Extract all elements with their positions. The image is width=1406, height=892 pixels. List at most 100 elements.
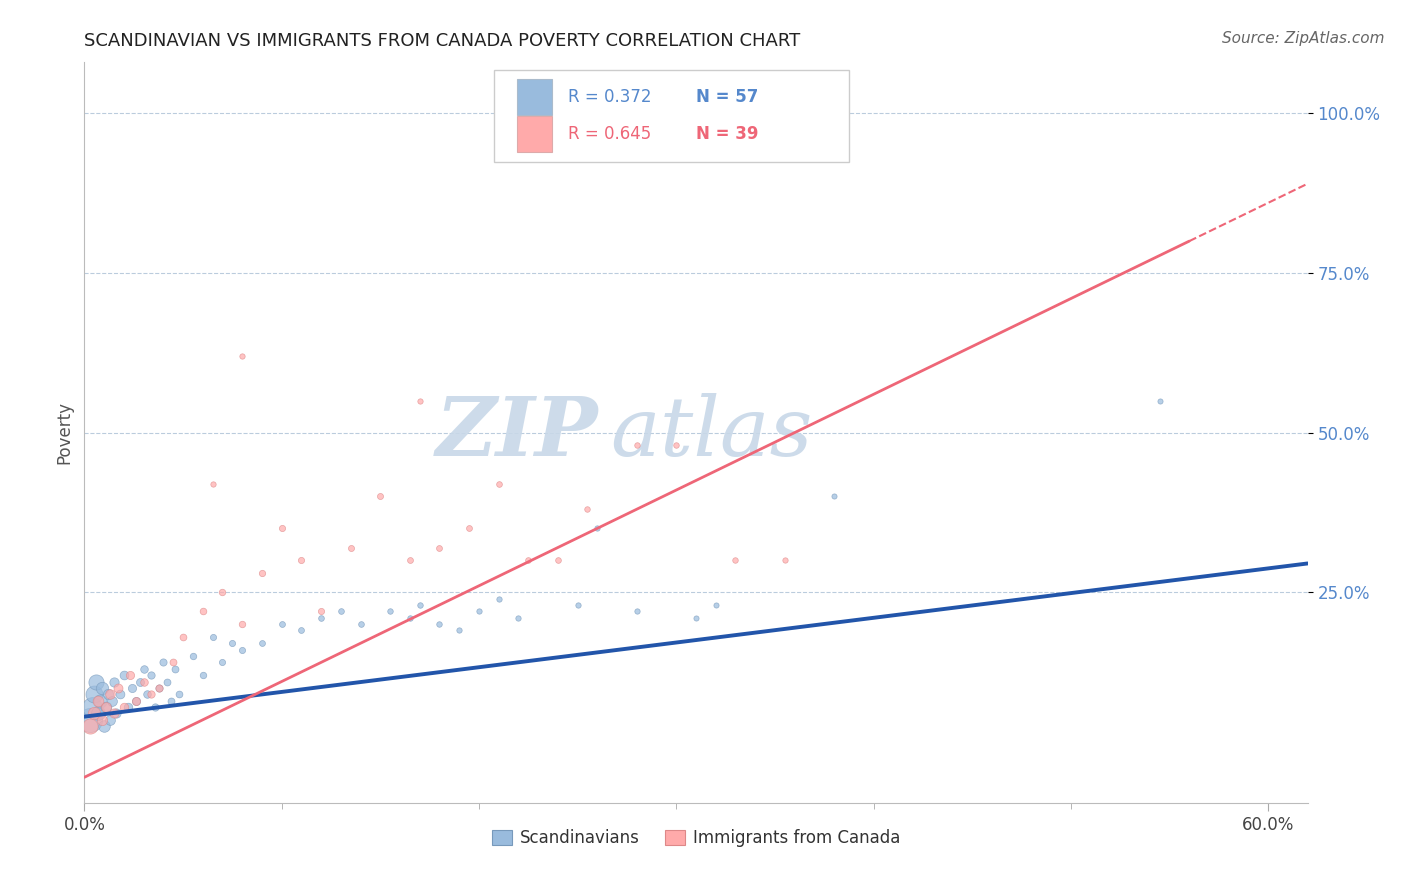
Point: [91, 681, 114, 695]
Point: [83, 706, 105, 721]
Point: [488, 591, 510, 606]
Point: [132, 674, 155, 689]
Point: [104, 706, 127, 721]
Point: [141, 687, 163, 701]
Point: [458, 521, 481, 535]
Point: [221, 636, 243, 650]
Point: [91, 713, 114, 727]
Point: [97, 687, 120, 701]
Point: [87, 706, 110, 721]
Point: [329, 604, 352, 618]
Point: [94, 700, 117, 714]
Point: [704, 598, 727, 612]
Point: [94, 700, 117, 714]
Point: [148, 681, 170, 695]
Point: [250, 636, 273, 650]
Y-axis label: Poverty: Poverty: [55, 401, 73, 464]
FancyBboxPatch shape: [517, 117, 551, 152]
Point: [93, 719, 115, 733]
Text: R = 0.372: R = 0.372: [568, 88, 651, 106]
Point: [309, 604, 332, 618]
Point: [165, 662, 187, 676]
Point: [148, 681, 170, 695]
Legend: Scandinavians, Immigrants from Canada: Scandinavians, Immigrants from Canada: [485, 822, 907, 854]
Point: [167, 687, 190, 701]
Point: [98, 687, 121, 701]
Point: [290, 624, 312, 638]
Point: [368, 490, 391, 504]
Point: [270, 617, 292, 632]
Text: N = 57: N = 57: [696, 88, 758, 106]
Point: [449, 624, 471, 638]
Point: [231, 349, 253, 363]
Point: [211, 585, 233, 599]
FancyBboxPatch shape: [517, 79, 551, 115]
Point: [145, 700, 167, 714]
Point: [685, 611, 707, 625]
Point: [191, 668, 214, 682]
Point: [626, 604, 648, 618]
Point: [1149, 393, 1171, 408]
Point: [339, 541, 361, 555]
FancyBboxPatch shape: [494, 70, 849, 162]
Point: [87, 694, 110, 708]
Point: [567, 598, 589, 612]
Point: [79, 719, 101, 733]
Point: [409, 393, 432, 408]
Point: [724, 553, 747, 567]
Point: [124, 694, 146, 708]
Point: [231, 617, 253, 632]
Text: SCANDINAVIAN VS IMMIGRANTS FROM CANADA POVERTY CORRELATION CHART: SCANDINAVIAN VS IMMIGRANTS FROM CANADA P…: [84, 32, 800, 50]
Text: ZIP: ZIP: [436, 392, 598, 473]
Point: [103, 706, 125, 721]
Point: [83, 687, 105, 701]
Point: [121, 681, 143, 695]
Point: [160, 694, 183, 708]
Point: [409, 598, 432, 612]
Point: [488, 476, 510, 491]
Point: [576, 502, 599, 516]
Point: [290, 553, 312, 567]
Point: [101, 694, 124, 708]
Point: [823, 490, 845, 504]
Point: [309, 611, 332, 625]
Point: [108, 687, 131, 701]
Point: [128, 674, 150, 689]
Text: Source: ZipAtlas.com: Source: ZipAtlas.com: [1222, 31, 1385, 46]
Point: [132, 662, 155, 676]
Point: [586, 521, 609, 535]
Point: [517, 553, 540, 567]
Text: N = 39: N = 39: [696, 125, 758, 144]
Point: [211, 656, 233, 670]
Point: [172, 630, 194, 644]
Point: [141, 668, 163, 682]
Point: [468, 604, 491, 618]
Point: [349, 617, 371, 632]
Point: [429, 617, 451, 632]
Point: [270, 521, 292, 535]
Point: [429, 541, 451, 555]
Point: [547, 553, 569, 567]
Point: [250, 566, 273, 580]
Point: [79, 713, 101, 727]
Point: [162, 656, 184, 670]
Point: [136, 687, 159, 701]
Point: [508, 611, 530, 625]
Point: [399, 611, 422, 625]
Point: [201, 630, 224, 644]
Point: [82, 700, 104, 714]
Point: [103, 674, 125, 689]
Point: [201, 476, 224, 491]
Point: [118, 668, 141, 682]
Point: [191, 604, 214, 618]
Point: [84, 674, 107, 689]
Point: [152, 656, 174, 670]
Point: [98, 713, 121, 727]
Point: [117, 700, 139, 714]
Point: [380, 604, 402, 618]
Text: atlas: atlas: [610, 392, 813, 473]
Point: [124, 694, 146, 708]
Point: [626, 438, 648, 452]
Point: [156, 674, 179, 689]
Point: [112, 668, 135, 682]
